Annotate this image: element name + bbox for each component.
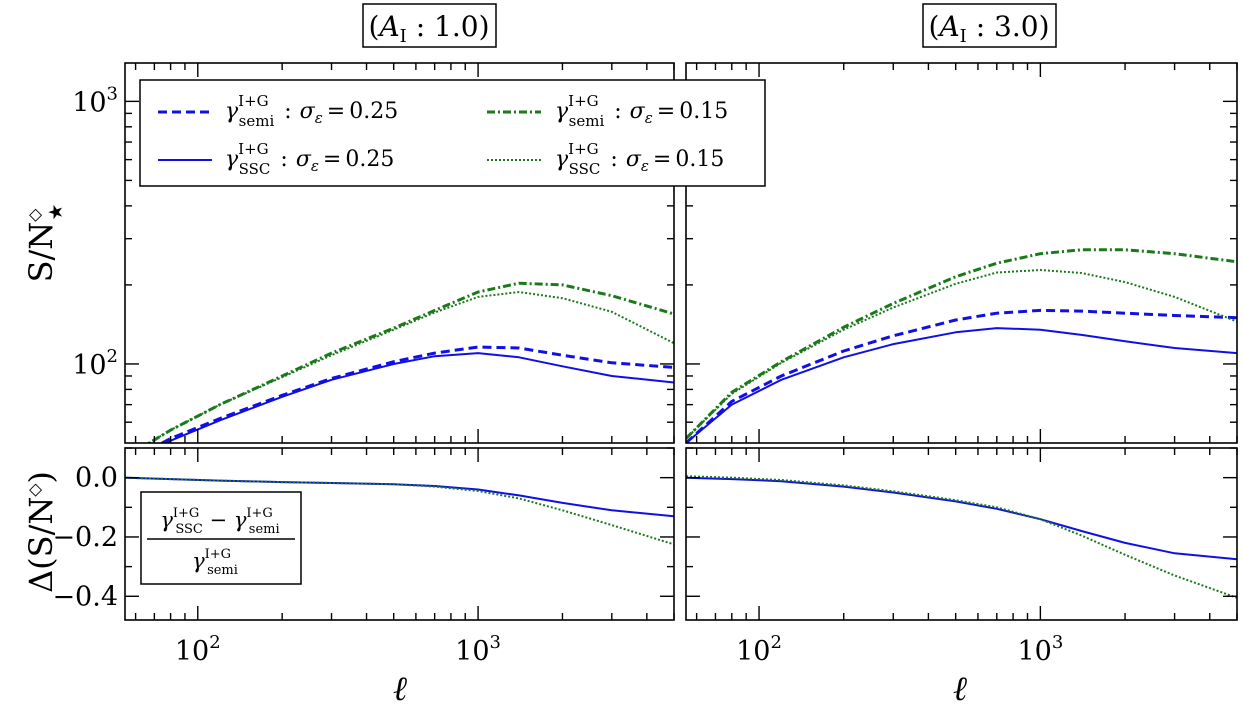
ratio-denominator: γI+G semi [192,547,238,578]
series-line-panel1-1 [686,327,1237,443]
legend-label-ssc-015: γI+G SSC: σε = 0.15 [555,140,724,178]
x-tick-label-100: 102 [736,632,782,667]
series-line-panel0-3 [147,291,674,443]
ratio-line-panel0-1 [125,476,674,546]
ratio-y-tick-label: 0.0 [75,463,118,494]
x-axis-label-left: ℓ [393,669,407,709]
ratio-y-tick-label: −0.2 [52,522,118,553]
x-tick-label-1000: 103 [455,632,501,667]
panel-top-right [685,62,1238,444]
series-line-panel0-0 [159,345,674,443]
ratio-numerator: γI+G SSC − γI+G semi [160,506,279,537]
panel-bottom-left [124,447,675,621]
ratio-line-panel1-0 [686,476,1237,561]
legend: γI+G semi: σε = 0.25 γI+G SSC: σε = 0.25 γI+G sem… [139,79,766,187]
panel-title-right: (AI : 3.0) [922,3,1057,48]
panel-top-left [124,62,675,444]
legend-label-semi-015: γI+G semi: σε = 0.15 [555,92,728,130]
y-tick-label-100: 102 [72,346,118,381]
series-line-panel1-2 [686,248,1237,440]
series-line-panel1-0 [686,308,1237,443]
y-tick-label-1000: 103 [72,83,118,118]
x-axis-label-right: ℓ [953,669,967,709]
svg-text:(AI : 3.0): (AI : 3.0) [929,10,1050,47]
ratio-annotation-box [140,491,302,585]
series-line-panel1-3 [686,269,1237,440]
series-layer [125,248,1237,599]
legend-label-semi-025: γI+G semi: σε = 0.25 [225,92,398,130]
panel-title-left: (AI : 1.0) [362,3,497,48]
series-line-panel0-1 [163,352,674,443]
ratio-line-panel1-1 [686,475,1237,599]
svg-text:(AI : 1.0): (AI : 1.0) [369,10,490,47]
legend-label-ssc-025: γI+G SSC: σε = 0.25 [225,140,394,178]
ratio-annotation: γI+G SSC − γI+G semi γI+G semi [140,491,302,585]
x-tick-label-1000: 103 [1017,632,1063,667]
panel-bottom-right [685,447,1238,621]
x-tick-label-100: 102 [175,632,221,667]
series-line-panel0-2 [146,281,674,443]
legend-box [139,79,766,187]
top-y-axis-label: S/N◇★ [22,204,67,283]
tick-layer: 102 103 102 103 102 103 0.0 −0.2 −0.4 [52,63,1238,667]
bottom-y-axis-label: Δ(S/N◇) [22,471,60,593]
ratio-y-tick-label: −0.4 [52,581,118,612]
